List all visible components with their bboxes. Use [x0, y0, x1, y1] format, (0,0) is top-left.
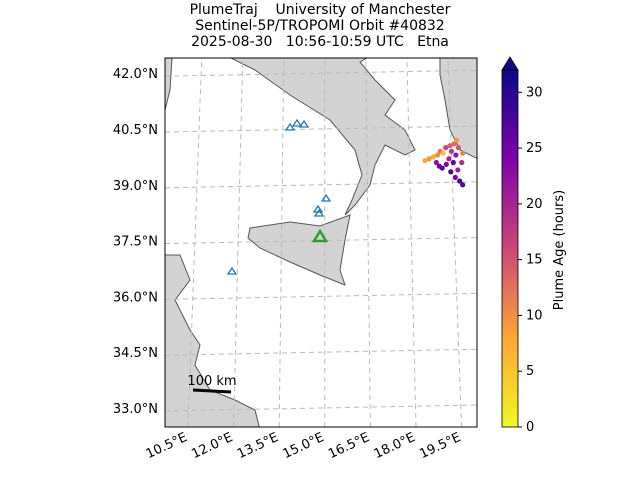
colorbar [501, 69, 519, 428]
plume-point [457, 178, 463, 184]
colorbar-tick-label: 5 [526, 364, 534, 379]
scale-bar [192, 388, 232, 394]
grid-line [187, 58, 203, 427]
colorbar-label: Plume Age (hours) [552, 190, 567, 310]
map-area: 100 km [165, 58, 477, 427]
plume-point [430, 154, 436, 160]
volcano [291, 118, 303, 127]
grid-line [165, 125, 477, 133]
colorbar-tick-label: 25 [526, 141, 543, 156]
colorbar-tick-label: 10 [526, 308, 543, 323]
land [229, 58, 416, 216]
grid-line [165, 292, 477, 300]
grid-line [165, 69, 477, 77]
plume-point [440, 150, 446, 156]
volcano [298, 119, 310, 128]
lon-tick-label: 15.0°E [281, 430, 327, 462]
plume-point [433, 159, 439, 166]
lat-tick-label: 36.0°N [113, 290, 158, 305]
etna-marker [311, 228, 329, 243]
title-line: PlumeTraj University of Manchester [190, 2, 451, 18]
plume-point [460, 182, 466, 188]
plume-point [443, 145, 449, 151]
plume-point [459, 159, 465, 166]
plume-point [448, 148, 455, 154]
plume-point [422, 158, 428, 164]
volcano [284, 122, 296, 131]
lat-tick-label: 39.0°N [113, 179, 158, 194]
grid-line [278, 58, 285, 427]
lon-tick-label: 13.5°E [235, 430, 281, 462]
map-frame [164, 57, 478, 428]
land [165, 58, 173, 111]
plume-point [443, 161, 449, 167]
volcano [226, 266, 238, 275]
lon-tick-label: 12.0°E [189, 430, 235, 462]
plume-point [447, 143, 453, 149]
land [165, 254, 260, 427]
grid-line [365, 58, 371, 427]
plume-point [450, 159, 456, 166]
grid-line [447, 58, 463, 427]
lon-tick-label: 10.5°E [144, 430, 190, 462]
plume-point [454, 137, 460, 143]
colorbar-tick-label: 20 [526, 197, 543, 212]
plume-point [451, 141, 457, 147]
lon-tick-label: 18.0°E [372, 430, 418, 462]
lat-tick-label: 33.0°N [113, 402, 158, 417]
title-line: 2025-08-30 10:56-10:59 UTC Etna [191, 34, 449, 50]
plume-point [426, 156, 432, 162]
lon-tick-label: 19.5°E [417, 430, 463, 462]
plume-point [455, 167, 461, 173]
plume-point [439, 165, 445, 171]
plume-point [453, 152, 459, 158]
title-line: Sentinel-5P/TROPOMI Orbit #40832 [195, 18, 444, 34]
grid-line [165, 404, 477, 412]
grid-line [406, 58, 417, 427]
volcano [313, 208, 325, 217]
grid-line [165, 348, 477, 356]
volcano-markers [226, 118, 332, 275]
lat-tick-label: 34.5°N [113, 346, 158, 361]
lon-tick-label: 16.5°E [326, 430, 372, 462]
grid-line [233, 58, 244, 427]
colorbar-extend [501, 56, 519, 71]
plume-point [455, 145, 461, 151]
plume-point [434, 152, 441, 158]
colorbar-tick-label: 0 [526, 420, 534, 435]
lat-tick-label: 40.5°N [113, 123, 158, 138]
plume-point [448, 169, 454, 175]
plume-point [446, 156, 452, 162]
land [247, 214, 351, 286]
plume-point [460, 150, 466, 156]
volcano [320, 193, 332, 202]
lat-tick-label: 42.0°N [113, 67, 158, 82]
lat-tick-label: 37.5°N [113, 235, 158, 250]
colorbar-tick-label: 30 [526, 85, 543, 100]
plume-point [452, 174, 458, 180]
scale-bar-label: 100 km [187, 374, 236, 389]
grid-line [165, 181, 477, 189]
colorbar-tick-label: 15 [526, 253, 543, 268]
